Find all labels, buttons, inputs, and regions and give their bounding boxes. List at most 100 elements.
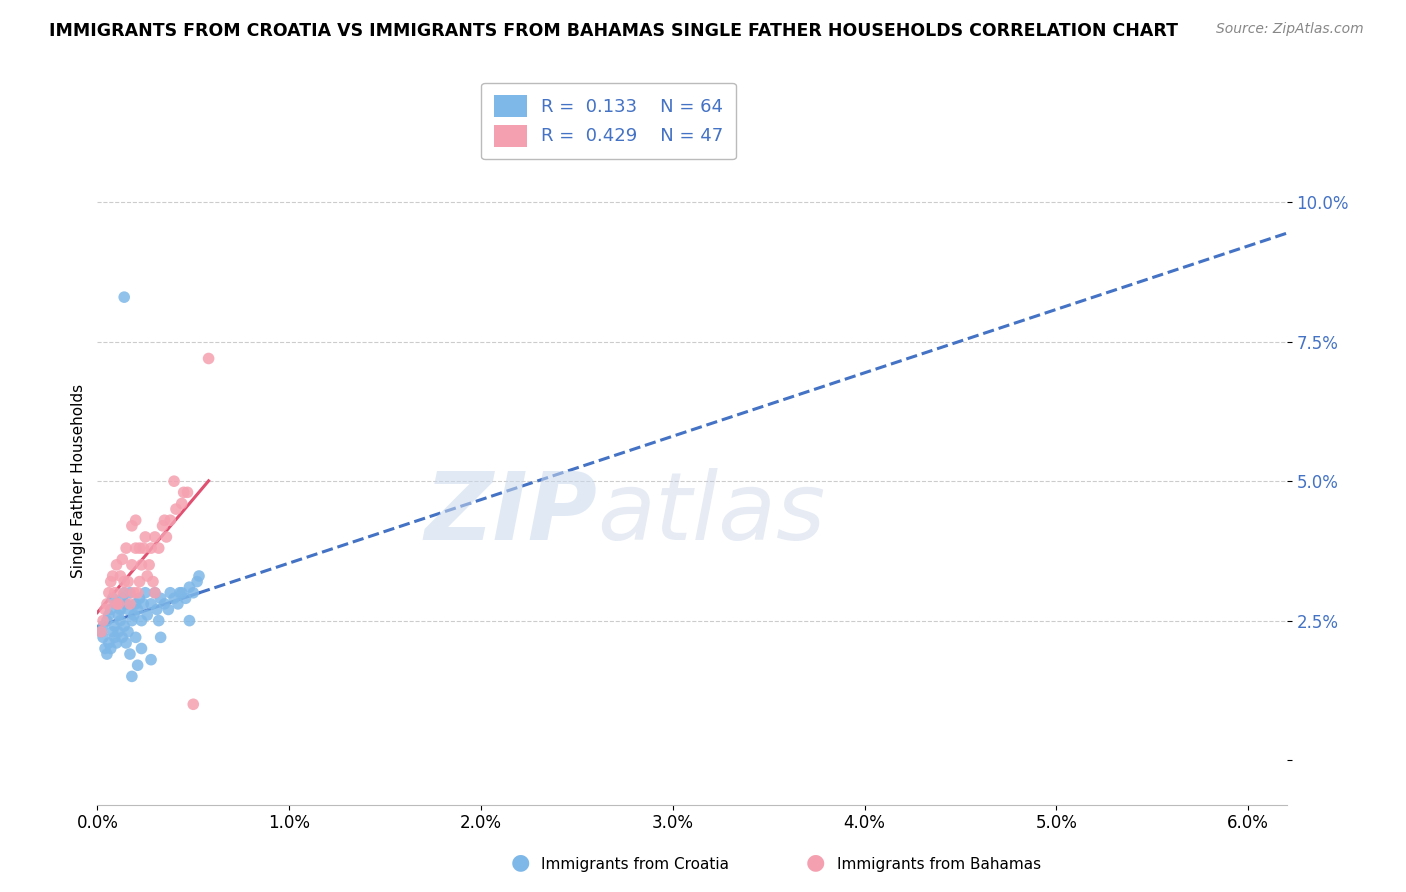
Point [117, 624, 139, 639]
Text: ●: ● [806, 853, 825, 872]
Point [96, 597, 118, 611]
Point [131, 614, 153, 628]
Point [115, 541, 138, 555]
Point [179, 614, 201, 628]
Point [125, 597, 148, 611]
Point [94, 602, 117, 616]
Point [104, 619, 127, 633]
Point [176, 485, 198, 500]
Point [131, 641, 153, 656]
Point [90, 624, 112, 639]
Point [173, 485, 195, 500]
Point [125, 513, 148, 527]
Point [115, 597, 138, 611]
Point [139, 541, 162, 555]
Point [117, 602, 139, 616]
Point [100, 574, 122, 589]
Point [146, 602, 169, 616]
Point [181, 698, 204, 712]
Point [91, 619, 114, 633]
Point [127, 658, 149, 673]
Point [101, 569, 124, 583]
Point [97, 608, 120, 623]
Point [148, 614, 170, 628]
Point [143, 530, 166, 544]
Point [121, 614, 143, 628]
Point [104, 631, 127, 645]
Point [174, 591, 197, 606]
Point [112, 619, 135, 633]
Point [117, 574, 139, 589]
Point [131, 558, 153, 572]
Point [136, 608, 159, 623]
Point [97, 586, 120, 600]
Point [127, 586, 149, 600]
Point [125, 631, 148, 645]
Point [97, 636, 120, 650]
Point [100, 641, 122, 656]
Point [197, 351, 219, 366]
Point [169, 586, 191, 600]
Point [143, 586, 166, 600]
Point [121, 518, 143, 533]
Point [143, 586, 166, 600]
Point [91, 614, 114, 628]
Point [111, 591, 134, 606]
Text: Immigrants from Croatia: Immigrants from Croatia [541, 857, 730, 872]
Point [181, 586, 204, 600]
Point [107, 608, 129, 623]
Point [128, 574, 150, 589]
Point [128, 541, 150, 555]
Point [90, 624, 112, 639]
Point [110, 602, 132, 616]
Point [121, 558, 143, 572]
Point [111, 552, 134, 566]
Point [100, 602, 122, 616]
Point [107, 624, 129, 639]
Point [125, 541, 148, 555]
Y-axis label: Single Father Households: Single Father Households [72, 384, 86, 578]
Point [159, 513, 181, 527]
Point [111, 631, 134, 645]
Legend: R =  0.133    N = 64, R =  0.429    N = 47: R = 0.133 N = 64, R = 0.429 N = 47 [481, 83, 735, 159]
Text: Source: ZipAtlas.com: Source: ZipAtlas.com [1216, 22, 1364, 37]
Point [134, 530, 156, 544]
Point [134, 586, 156, 600]
Point [118, 597, 141, 611]
Point [142, 574, 165, 589]
Point [132, 541, 155, 555]
Point [148, 541, 170, 555]
Point [165, 502, 187, 516]
Point [112, 586, 135, 600]
Point [105, 597, 128, 611]
Point [91, 631, 114, 645]
Point [112, 574, 135, 589]
Point [163, 474, 186, 488]
Point [110, 569, 132, 583]
Text: ●: ● [510, 853, 530, 872]
Point [107, 597, 129, 611]
Point [132, 597, 155, 611]
Point [167, 597, 190, 611]
Point [159, 586, 181, 600]
Point [188, 569, 211, 583]
Text: ZIP: ZIP [425, 467, 596, 559]
Point [128, 591, 150, 606]
Text: Immigrants from Bahamas: Immigrants from Bahamas [837, 857, 1040, 872]
Point [127, 602, 149, 616]
Point [163, 591, 186, 606]
Point [139, 653, 162, 667]
Point [170, 586, 193, 600]
Point [170, 496, 193, 510]
Point [101, 591, 124, 606]
Point [186, 574, 208, 589]
Point [96, 647, 118, 661]
Point [152, 518, 174, 533]
Point [153, 513, 176, 527]
Point [105, 558, 128, 572]
Point [138, 558, 160, 572]
Point [104, 586, 127, 600]
Point [94, 641, 117, 656]
Point [101, 624, 124, 639]
Point [96, 614, 118, 628]
